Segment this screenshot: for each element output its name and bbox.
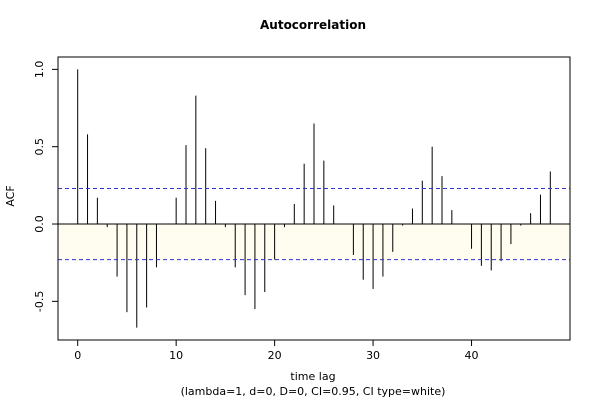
y-tick-label: 0.0	[33, 215, 46, 233]
chart-subtitle: (lambda=1, d=0, D=0, CI=0.95, CI type=wh…	[181, 385, 446, 398]
x-tick-label: 0	[74, 349, 81, 362]
x-tick-label: 10	[169, 349, 183, 362]
x-tick-label: 20	[268, 349, 282, 362]
y-axis: 1.0 0.5 0.0 -0.5	[33, 61, 58, 312]
y-axis-label: ACF	[4, 185, 17, 206]
x-axis: 0 10 20 30 40	[74, 340, 479, 362]
x-axis-label: time lag	[290, 370, 335, 383]
acf-bars	[77, 69, 551, 328]
x-tick-label: 40	[465, 349, 479, 362]
y-tick-label: -0.5	[33, 291, 46, 312]
y-tick-label: 1.0	[33, 61, 46, 79]
x-tick-label: 30	[366, 349, 380, 362]
y-tick-label: 0.5	[33, 138, 46, 156]
plot-frame	[57, 56, 571, 341]
confidence-band-fill	[59, 224, 569, 260]
chart-title: Autocorrelation	[260, 18, 366, 32]
